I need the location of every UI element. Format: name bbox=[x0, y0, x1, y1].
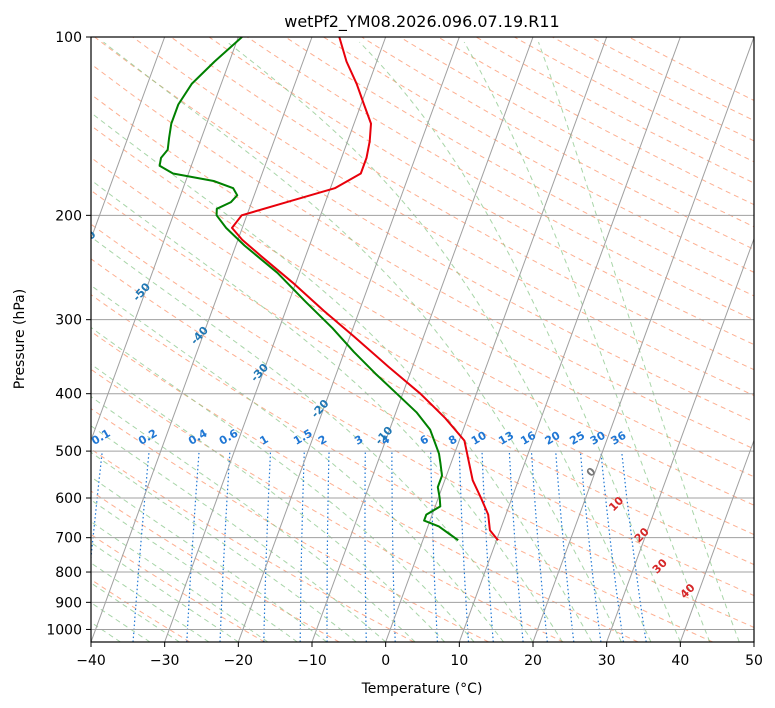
x-tick-label: 30 bbox=[598, 653, 616, 669]
isotherm-label: -60 bbox=[76, 228, 99, 252]
dry-adiabat-line bbox=[94, 37, 754, 423]
mixing-ratio-line bbox=[579, 451, 602, 642]
x-tick-label: 0 bbox=[381, 653, 390, 669]
y-tick-label: 700 bbox=[55, 531, 82, 547]
isotherm-line bbox=[679, 438, 754, 642]
plot-frame bbox=[90, 36, 755, 643]
x-tick-label: −30 bbox=[150, 653, 180, 669]
isotherm-label: -70 bbox=[21, 175, 44, 199]
dry-adiabat-line bbox=[91, 330, 639, 642]
dry-adiabat-line bbox=[91, 490, 340, 642]
dry-adiabat-line bbox=[399, 37, 754, 228]
moist-adiabat-line bbox=[91, 179, 563, 642]
y-axis-label: Pressure (hPa) bbox=[12, 289, 28, 389]
x-tick-label: 50 bbox=[745, 653, 763, 669]
mixing-ratio-line bbox=[600, 451, 624, 642]
moist-adiabat-line bbox=[91, 582, 180, 642]
moist-adiabat-line bbox=[359, 41, 681, 642]
moist-adiabat-line bbox=[91, 425, 387, 642]
dry-adiabat-line bbox=[132, 37, 754, 397]
y-tick-label: 600 bbox=[55, 491, 82, 507]
moist-adiabat-line bbox=[226, 41, 652, 642]
dry-adiabat-line bbox=[475, 37, 754, 184]
isotherm-line bbox=[606, 237, 754, 642]
isotherm-line bbox=[458, 37, 681, 642]
y-tick-label: 300 bbox=[55, 313, 82, 329]
x-tick-label: −40 bbox=[76, 653, 106, 669]
isotherm-line bbox=[385, 37, 608, 642]
isotherms bbox=[91, 37, 754, 642]
dry-adiabat-line bbox=[246, 37, 754, 321]
y-tick-label: 900 bbox=[55, 595, 82, 611]
x-tick-label: 20 bbox=[524, 653, 542, 669]
isotherm-line bbox=[91, 37, 313, 642]
y-tick-label: 200 bbox=[55, 208, 82, 224]
moist-adiabat-line bbox=[91, 363, 445, 642]
y-tick-label: 400 bbox=[55, 387, 82, 403]
moist-adiabat-line bbox=[91, 602, 151, 642]
chart-title: wetPf2_YM08.2026.096.07.19.R11 bbox=[284, 12, 559, 32]
x-axis-ticks: −40 −30 −20 −10 0 10 20 30 40 50 bbox=[76, 642, 763, 669]
dry-adiabat-line bbox=[514, 37, 754, 163]
moist-adiabat-line bbox=[538, 41, 740, 642]
moist-adiabat-line bbox=[91, 112, 593, 642]
isotherm-line bbox=[532, 37, 754, 642]
x-tick-label: 10 bbox=[450, 653, 468, 669]
y-tick-label: 500 bbox=[55, 444, 82, 460]
dry-adiabat-line bbox=[361, 37, 754, 250]
moist-adiabat-line bbox=[91, 396, 416, 642]
y-axis-ticks: 100 200 300 400 500 600 700 800 900 1000 bbox=[46, 30, 91, 638]
y-tick-label: 1000 bbox=[46, 622, 82, 638]
isotherm-line bbox=[91, 37, 239, 442]
moist-adiabats bbox=[91, 41, 740, 642]
dry-adiabat-line bbox=[91, 368, 564, 642]
x-tick-label: −10 bbox=[297, 653, 327, 669]
moist-adiabat-line bbox=[91, 284, 504, 642]
isotherm-line bbox=[311, 37, 534, 642]
moist-adiabat-line bbox=[91, 236, 534, 642]
mixing-ratio-lines bbox=[91, 451, 647, 642]
isotherm-line bbox=[237, 37, 460, 642]
isotherm-line bbox=[164, 37, 387, 642]
profile-series bbox=[158, 37, 499, 542]
moist-adiabat-line bbox=[103, 41, 622, 642]
isotherm-line bbox=[91, 37, 166, 241]
dry-adiabat-line bbox=[91, 63, 754, 450]
dry-adiabat-line bbox=[208, 37, 754, 346]
x-tick-label: −20 bbox=[224, 653, 254, 669]
x-axis-label: Temperature (°C) bbox=[361, 681, 483, 697]
isobars bbox=[91, 37, 754, 630]
temperature-line bbox=[231, 37, 499, 541]
y-tick-label: 100 bbox=[55, 30, 82, 46]
isotherm-line bbox=[753, 640, 754, 642]
moist-adiabat-line bbox=[463, 41, 711, 642]
dry-adiabat-line bbox=[91, 189, 754, 566]
x-tick-label: 40 bbox=[671, 653, 689, 669]
mixing-ratio-line bbox=[621, 451, 647, 642]
dry-adiabat-line bbox=[285, 37, 754, 297]
moist-adiabat-line bbox=[91, 451, 357, 642]
dry-adiabat-line bbox=[91, 93, 754, 478]
line-labels: 0.10.20.40.611.52346810131620253036-100-… bbox=[21, 175, 698, 601]
dry-adiabat-line bbox=[91, 294, 713, 642]
y-tick-label: 800 bbox=[55, 565, 82, 581]
dry-adiabat-line bbox=[91, 533, 265, 642]
moist-adiabat-line bbox=[91, 326, 475, 642]
dewpoint-line bbox=[158, 37, 459, 542]
